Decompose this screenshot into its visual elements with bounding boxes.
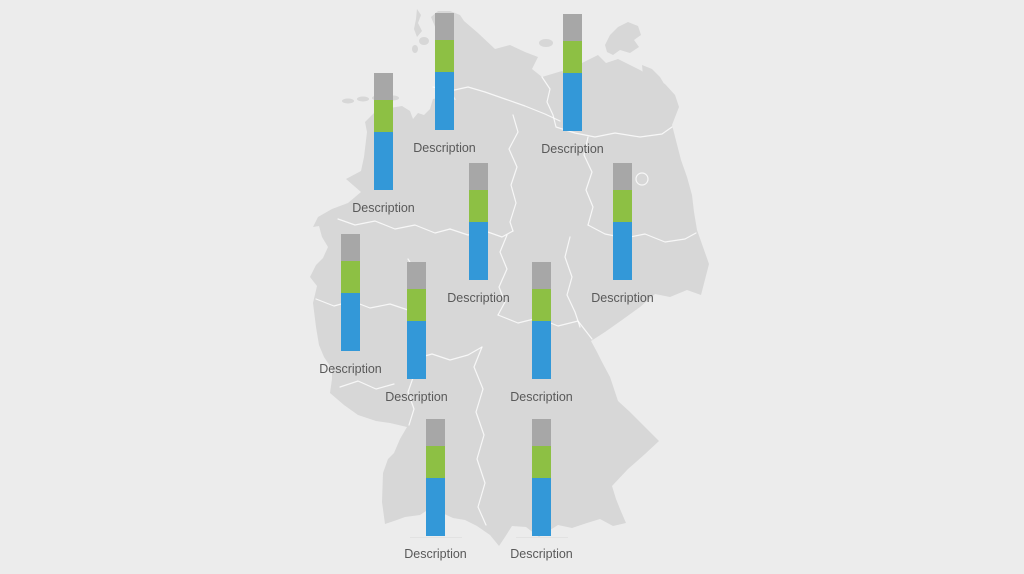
stacked-bar (341, 234, 360, 351)
bar-segment-bottom-blue (469, 222, 488, 280)
island-ruegen (605, 22, 641, 55)
bar-label: Description (541, 142, 604, 156)
bar-baseline (515, 537, 568, 538)
bar-label: Description (385, 390, 448, 404)
stacked-bar (435, 13, 454, 130)
stacked-bar (613, 163, 632, 280)
bar-segment-bottom-blue (435, 72, 454, 130)
bar-label: Description (510, 390, 573, 404)
bar-segment-middle-green (426, 446, 445, 478)
border-niedersachsen-nrw (337, 218, 451, 234)
border-nrw-rheinlandpfalz (315, 298, 409, 311)
bar-segment-middle-green (407, 289, 426, 321)
border-hessen-thueringen (497, 234, 508, 316)
bar-segment-bottom-blue (426, 478, 445, 536)
border-berlin (635, 172, 649, 186)
border-rheinlandpfalz-saarland (339, 380, 395, 390)
bar-segment-bottom-blue (532, 478, 551, 536)
stacked-bar (563, 14, 582, 131)
stacked-bar (374, 73, 393, 190)
border-badenwuerttemberg-bayern (473, 346, 487, 526)
bar-segment-top-gray (613, 163, 632, 190)
bar-label: Description (447, 291, 510, 305)
island-eastfrisian-2 (357, 96, 369, 102)
bar-label: Description (413, 141, 476, 155)
bar-segment-middle-green (563, 41, 582, 73)
bar-segment-top-gray (426, 419, 445, 446)
stacked-bar (426, 419, 445, 536)
bar-segment-bottom-blue (341, 293, 360, 351)
bar-segment-middle-green (613, 190, 632, 222)
bar-segment-middle-green (341, 261, 360, 293)
bar-segment-top-gray (374, 73, 393, 100)
bar-segment-bottom-blue (374, 132, 393, 190)
border-hessen-badenwuerttemberg (413, 346, 483, 361)
bar-label: Description (352, 201, 415, 215)
border-niedersachsen-sachsenanhalt (508, 114, 519, 232)
border-mecklenburg-west-south (541, 76, 673, 138)
island-sylt (414, 9, 422, 37)
bar-segment-bottom-blue (407, 321, 426, 379)
bar-segment-middle-green (532, 446, 551, 478)
bar-label: Description (510, 547, 573, 561)
bar-label: Description (319, 362, 382, 376)
bar-segment-top-gray (532, 262, 551, 289)
stacked-bar (469, 163, 488, 280)
bar-label: Description (404, 547, 467, 561)
bar-segment-top-gray (435, 13, 454, 40)
bar-segment-middle-green (469, 190, 488, 222)
bar-segment-bottom-blue (532, 321, 551, 379)
stacked-bar (407, 262, 426, 379)
bar-segment-bottom-blue (613, 222, 632, 280)
germany-mainland-shape (310, 11, 709, 546)
bar-segment-top-gray (532, 419, 551, 446)
island-usedom (642, 65, 666, 90)
bar-label: Description (591, 291, 654, 305)
island-foehr (419, 37, 429, 45)
island-eastfrisian-1 (342, 98, 354, 104)
stacked-bar (532, 419, 551, 536)
border-brandenburg-sachsen (587, 224, 697, 243)
bar-segment-top-gray (469, 163, 488, 190)
border-thueringen-sachsen (564, 236, 581, 328)
stacked-bar (532, 262, 551, 379)
bar-segment-top-gray (407, 262, 426, 289)
bar-segment-middle-green (374, 100, 393, 132)
bar-segment-bottom-blue (563, 73, 582, 131)
island-amrum (412, 45, 418, 53)
island-fehmarn (539, 39, 553, 47)
bar-segment-top-gray (563, 14, 582, 41)
bar-segment-top-gray (341, 234, 360, 261)
border-sachsenanhalt-brandenburg (583, 136, 594, 226)
bar-baseline (409, 537, 462, 538)
bar-segment-middle-green (435, 40, 454, 72)
bar-segment-middle-green (532, 289, 551, 321)
